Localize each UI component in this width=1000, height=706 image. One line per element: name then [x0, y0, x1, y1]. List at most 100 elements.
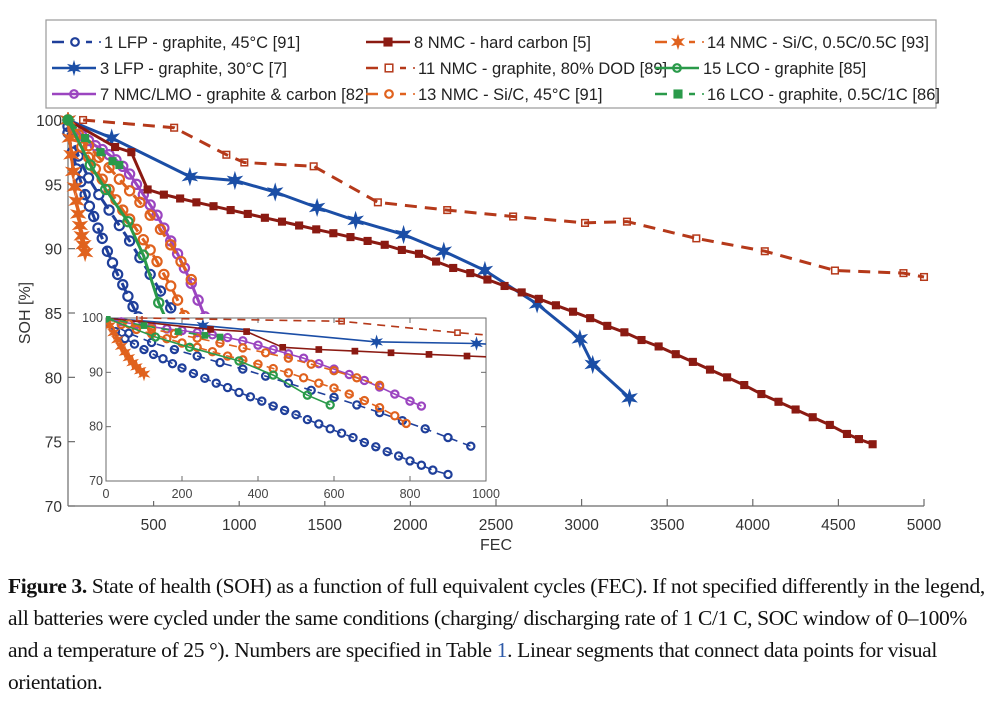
- y-tick-label: 90: [45, 242, 63, 259]
- legend-entry-s16: 16 LCO - graphite, 0.5C/1C [86]: [655, 86, 940, 104]
- data-point: [844, 370, 849, 375]
- data-point: [854, 435, 863, 444]
- data-point: [238, 343, 248, 353]
- data-point: [825, 420, 834, 429]
- data-point: [175, 255, 187, 268]
- data-point: [654, 362, 659, 367]
- data-point: [846, 360, 856, 372]
- series-s16: [106, 316, 224, 341]
- inset-y-tick-label: 100: [82, 311, 103, 325]
- data-point: [306, 359, 316, 369]
- data-point: [103, 204, 115, 216]
- data-point: [253, 359, 263, 369]
- data-point: [124, 328, 134, 338]
- data-point: [401, 418, 411, 429]
- data-point: [130, 178, 143, 191]
- data-point: [165, 302, 177, 314]
- data-point: [352, 373, 362, 383]
- data-point: [79, 115, 88, 125]
- data-point: [192, 294, 204, 306]
- data-point: [390, 411, 400, 421]
- legend-label: 15 LCO - graphite [85]: [703, 60, 866, 78]
- data-point: [348, 432, 358, 443]
- data-point: [61, 128, 79, 148]
- legend-label: 13 NMC - Si/C, 45°C [91]: [418, 86, 603, 104]
- data-point: [234, 387, 244, 398]
- data-point: [760, 247, 769, 256]
- legend-entry-s13: 13 NMC - Si/C, 45°C [91]: [366, 86, 603, 104]
- data-point: [791, 350, 796, 355]
- data-point: [495, 333, 500, 338]
- data-point: [463, 352, 471, 360]
- data-point: [739, 354, 749, 366]
- data-point: [185, 273, 197, 286]
- data-point: [551, 301, 560, 310]
- series-line: [106, 317, 407, 425]
- data-point: [283, 378, 294, 388]
- legend-dot: [99, 41, 101, 43]
- inset-x-tick-label: 800: [400, 487, 421, 501]
- x-tick-label: 3000: [564, 517, 599, 534]
- data-point: [62, 114, 74, 126]
- data-point: [226, 206, 235, 215]
- data-point: [243, 328, 250, 335]
- series-line: [66, 119, 193, 281]
- data-point: [774, 397, 783, 406]
- data-point: [266, 182, 284, 202]
- inset-x-tick-label: 600: [324, 487, 345, 501]
- x-axis-label: FEC: [480, 537, 512, 554]
- series-line: [82, 118, 925, 279]
- data-point: [868, 440, 877, 449]
- data-point: [298, 373, 309, 383]
- data-point: [268, 401, 278, 411]
- data-point: [622, 217, 632, 226]
- data-point: [170, 123, 179, 132]
- inset-y-tick-label: 70: [89, 474, 103, 488]
- data-point: [96, 232, 108, 245]
- data-point: [344, 389, 354, 399]
- data-point: [806, 368, 811, 373]
- data-point: [996, 380, 1000, 385]
- data-point: [136, 316, 143, 322]
- series-line: [106, 322, 449, 476]
- legend-label: 3 LFP - graphite, 30°C [7]: [100, 60, 287, 78]
- data-point: [279, 343, 287, 351]
- data-point: [432, 257, 441, 266]
- data-point: [165, 239, 177, 251]
- y-tick-label: 70: [45, 499, 63, 516]
- data-point: [174, 328, 182, 335]
- series-s16: [63, 115, 124, 170]
- data-point: [211, 378, 221, 388]
- data-point: [561, 342, 571, 354]
- data-point: [66, 177, 84, 197]
- inset-x-tick-label: 0: [103, 487, 110, 501]
- data-point: [238, 364, 248, 374]
- data-point: [329, 229, 338, 238]
- data-point: [397, 245, 406, 255]
- table-reference-link[interactable]: 1: [496, 638, 508, 662]
- legend-dot: [413, 67, 415, 69]
- soh-vs-fec-chart: 1 LFP - graphite, 45°C [91] 3 LFP - graph…: [17, 19, 1000, 554]
- x-tick-label: 5000: [907, 517, 942, 534]
- inset-x-tick-label: 1000: [472, 487, 500, 501]
- x-tick-label: 500: [141, 517, 167, 534]
- data-point: [106, 257, 119, 269]
- legend-label: 14 NMC - Si/C, 0.5C/0.5C [93]: [707, 34, 929, 52]
- data-point: [757, 390, 766, 399]
- y-tick-label: 100: [36, 113, 62, 130]
- legend-dot: [702, 41, 704, 43]
- data-point: [127, 148, 136, 157]
- data-point: [443, 432, 453, 443]
- data-point: [240, 158, 249, 167]
- data-point: [347, 210, 365, 230]
- series-line: [66, 119, 171, 327]
- data-point: [308, 197, 326, 218]
- series-s15: [106, 316, 335, 410]
- data-point: [222, 332, 233, 343]
- series-s11: [136, 316, 796, 355]
- data-point: [416, 460, 427, 470]
- data-point: [216, 333, 224, 341]
- data-point: [420, 424, 430, 434]
- data-point: [336, 428, 347, 438]
- data-point: [344, 369, 354, 380]
